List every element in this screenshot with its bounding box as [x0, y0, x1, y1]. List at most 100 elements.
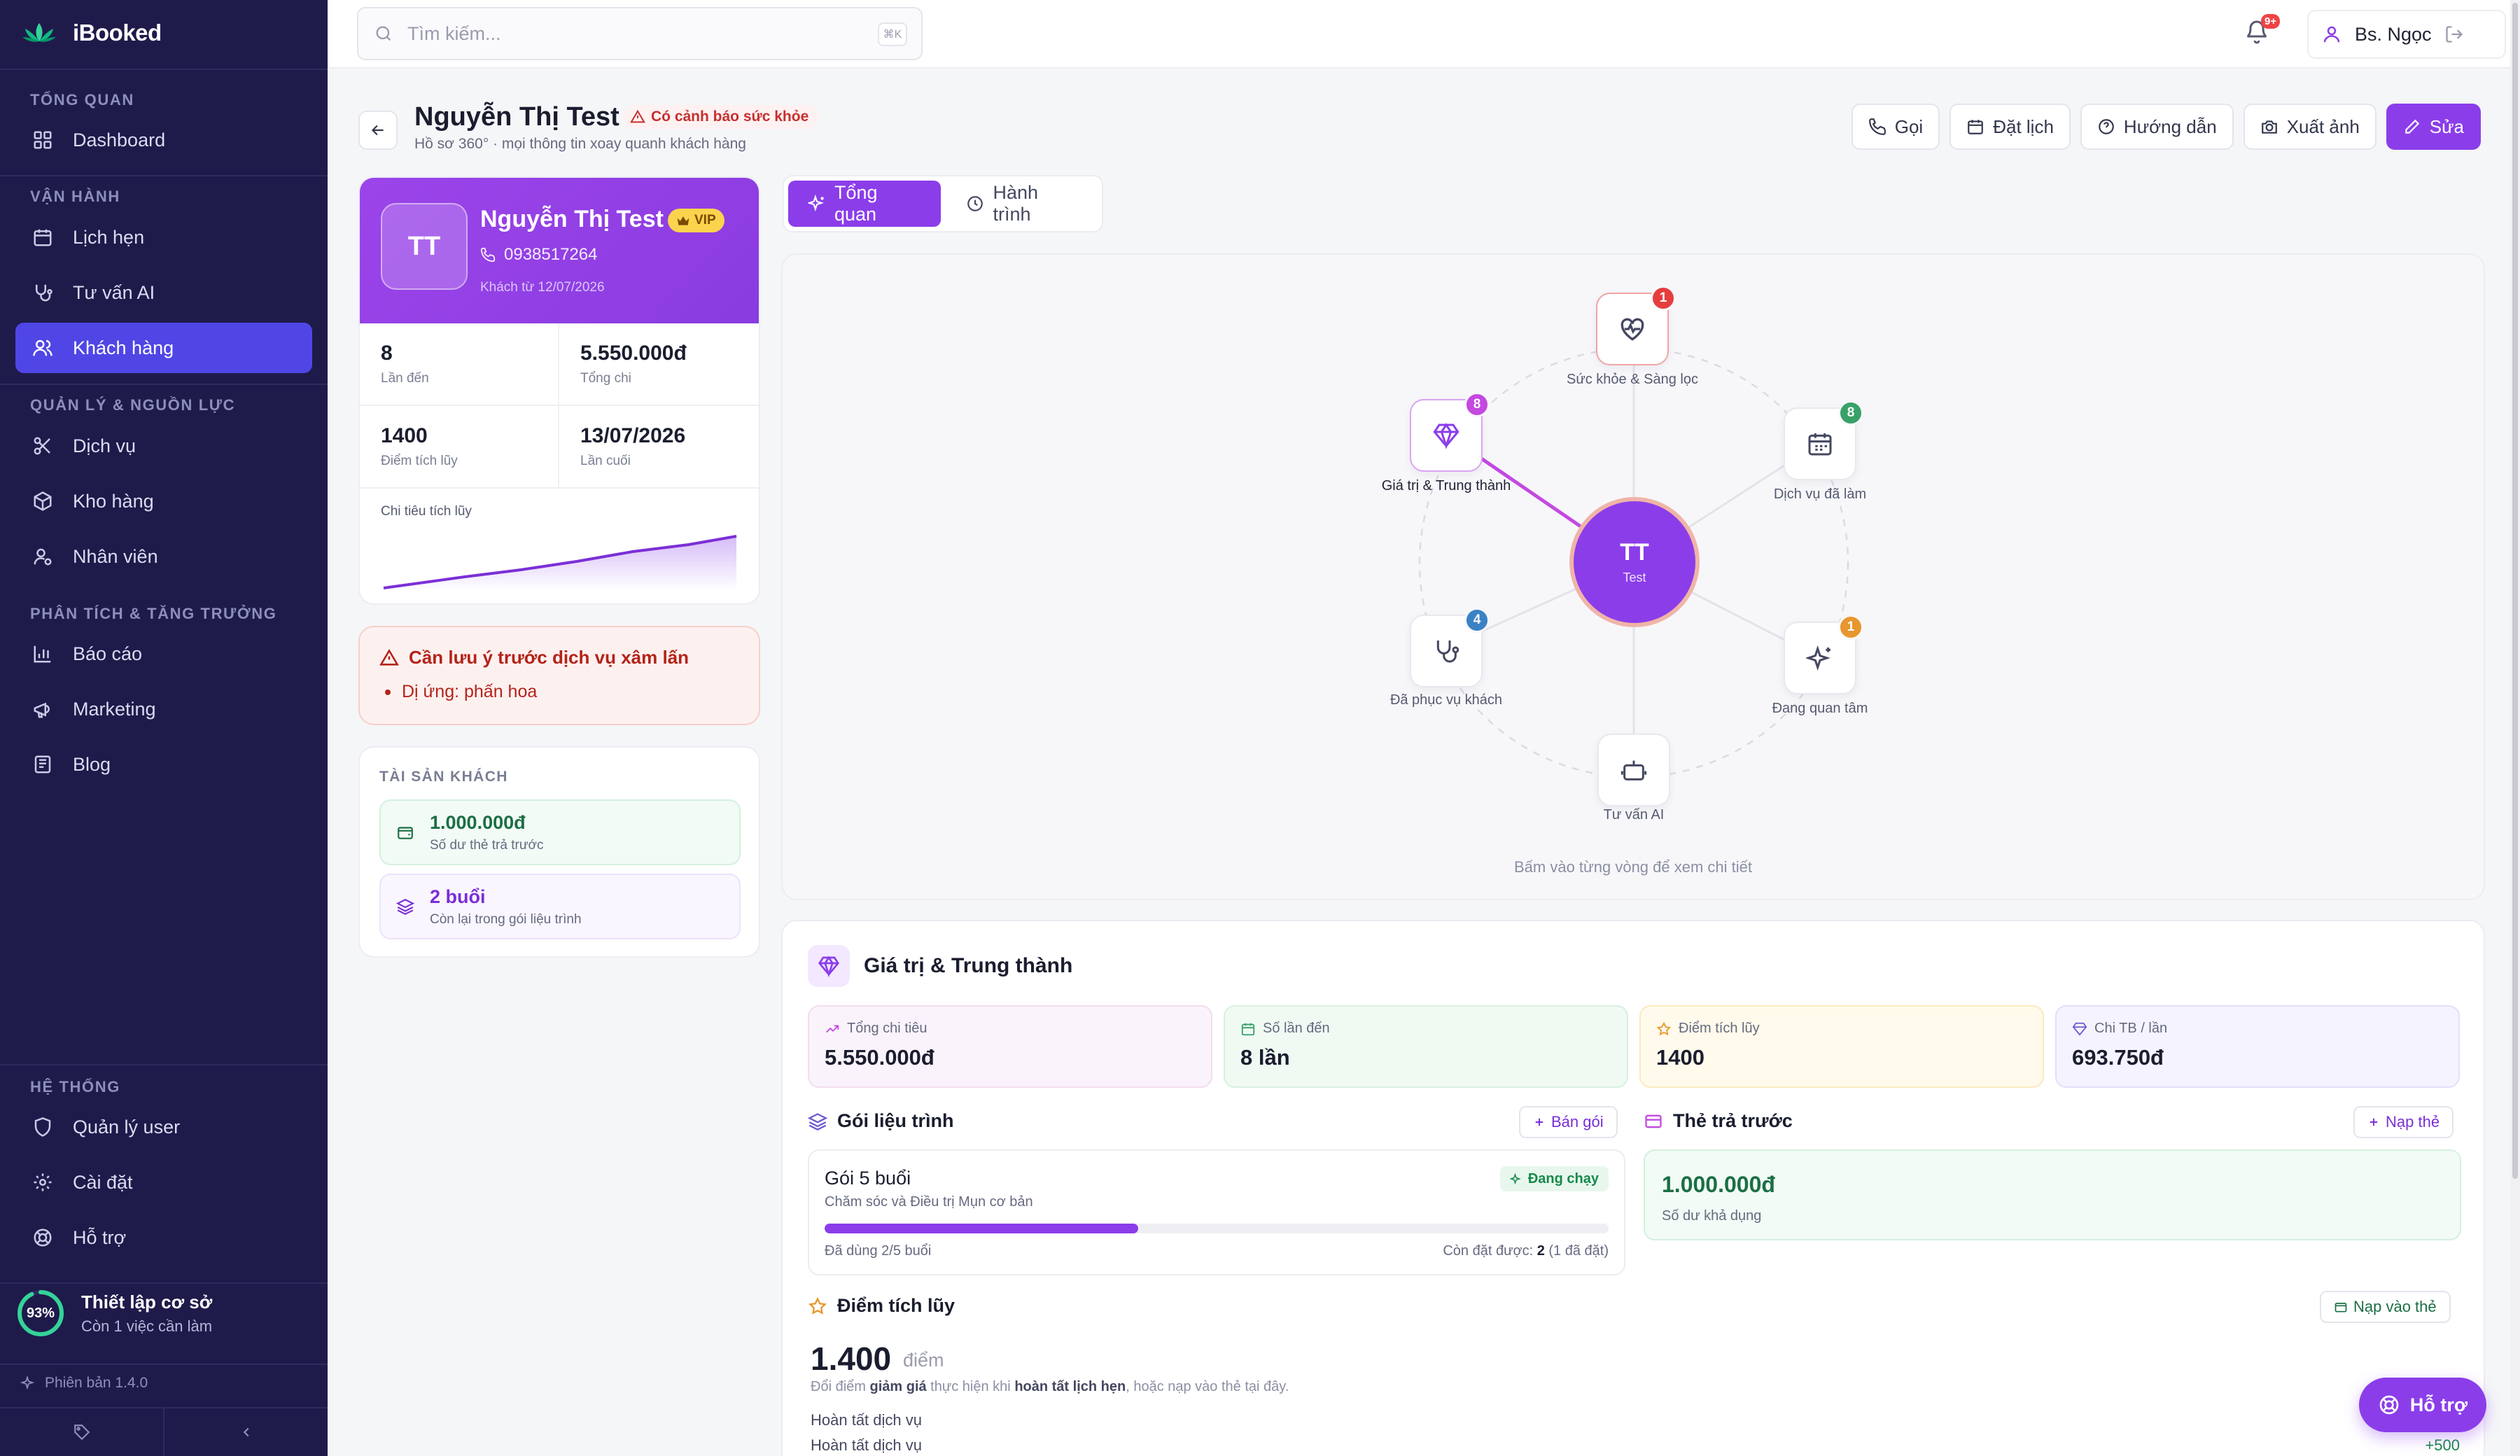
sidebar-item-marketing[interactable]: Marketing — [15, 684, 312, 734]
asset-prepaid[interactable]: 1.000.000đ Số dư thẻ trả trước — [379, 799, 741, 865]
search-icon — [374, 24, 393, 43]
prepaid-card[interactable]: 1.000.000đ Số dư khả dụng — [1644, 1149, 2461, 1240]
prepaid-section-title: Thẻ trả trước — [1644, 1110, 1793, 1132]
kpi-avg-spend: Chi TB / lần 693.750đ — [2055, 1005, 2460, 1088]
tag-icon[interactable] — [0, 1408, 164, 1456]
edit-button[interactable]: Sửa — [2386, 104, 2481, 150]
version-label: Phiên bản 1.4.0 — [20, 1375, 148, 1392]
asset-sessions[interactable]: 2 buổi Còn lại trong gói liệu trình — [379, 874, 741, 939]
search-box[interactable]: ⌘K — [357, 7, 923, 60]
customer-phone[interactable]: 0938517264 — [480, 245, 597, 265]
sidebar-item-settings[interactable]: Cài đặt — [15, 1157, 312, 1208]
node-services[interactable]: 8 — [1784, 400, 1863, 480]
calendar-icon — [31, 225, 55, 249]
asset-label: Số dư thẻ trả trước — [430, 837, 544, 853]
warning-triangle-icon — [630, 109, 645, 125]
tab-label: Hành trình — [993, 182, 1039, 225]
sidebar-item-ai-consult[interactable]: Tư vấn AI — [15, 267, 312, 318]
notifications-button[interactable]: 9+ — [2244, 14, 2281, 49]
page-title: Nguyễn Thị Test — [414, 102, 620, 132]
sparkles-icon — [808, 195, 826, 213]
node-interest[interactable]: 1 — [1784, 615, 1863, 694]
sidebar-item-services[interactable]: Dịch vụ — [15, 421, 312, 471]
brand[interactable]: iBooked — [21, 18, 162, 48]
sidebar-item-dashboard[interactable]: Dashboard — [15, 115, 312, 165]
book-label: Đặt lịch — [1993, 115, 2054, 137]
user-menu[interactable]: Bs. Ngọc — [2307, 10, 2506, 59]
sidebar-item-user-admin[interactable]: Quản lý user — [15, 1102, 312, 1152]
sidebar-item-blog[interactable]: Blog — [15, 739, 312, 790]
sparkles-icon — [1509, 1172, 1522, 1185]
package-card[interactable]: Gói 5 buổi Chăm sóc và Điều trị Mụn cơ b… — [808, 1149, 1625, 1275]
book-appointment-button[interactable]: Đặt lịch — [1949, 104, 2071, 150]
back-button[interactable] — [358, 111, 398, 150]
stat-label: Tổng chi — [580, 371, 631, 386]
calendar-check-icon — [1806, 430, 1834, 458]
kpi-label: Điểm tích lũy — [1679, 1021, 1760, 1036]
guide-button[interactable]: Hướng dẫn — [2080, 104, 2234, 150]
sidebar-item-inventory[interactable]: Kho hàng — [15, 476, 312, 526]
note-text: thực hiện khi — [926, 1379, 1015, 1394]
page-scrollbar[interactable] — [2510, 0, 2520, 1456]
section-title: Thẻ trả trước — [1673, 1110, 1793, 1131]
points-history-item: Hoàn tất dịch vụ — [811, 1411, 922, 1429]
node-loyalty[interactable]: 8 — [1410, 392, 1490, 472]
sidebar-item-label: Kho hàng — [73, 490, 154, 512]
points-to-card-button[interactable]: Nạp vào thẻ — [2320, 1291, 2451, 1323]
sidebar-item-appointments[interactable]: Lịch hẹn — [15, 212, 312, 262]
collapse-sidebar-icon[interactable] — [164, 1408, 328, 1456]
sidebar-item-label: Dashboard — [73, 129, 166, 150]
node-label: Dịch vụ đã làm — [1773, 486, 1867, 502]
setup-progress[interactable]: 93% Thiết lập cơ sở Còn 1 việc cần làm — [15, 1288, 212, 1338]
warning-text: Có cảnh báo sức khỏe — [651, 108, 809, 125]
logout-icon[interactable] — [2444, 24, 2464, 44]
prepaid-label: Số dư khả dụng — [1662, 1208, 1762, 1224]
divider — [0, 69, 328, 70]
scroll-thumb[interactable] — [2512, 3, 2518, 1179]
bell-icon — [2244, 18, 2272, 46]
lifebuoy-icon — [2378, 1394, 2400, 1416]
center-customer-node[interactable]: TT Test — [1569, 497, 1700, 627]
stat-last-visit: 13/07/2026 Lần cuối — [559, 406, 759, 489]
sidebar-item-customers[interactable]: Khách hàng — [15, 323, 312, 373]
pencil-icon — [2403, 118, 2421, 136]
progress-fill — [825, 1224, 1138, 1233]
sidebar-item-reports[interactable]: Báo cáo — [15, 629, 312, 679]
section-operations: VẬN HÀNH — [30, 188, 120, 205]
node-badge: 1 — [1838, 615, 1863, 640]
health-warning-badge: Có cảnh báo sức khỏe — [623, 105, 819, 129]
topup-card-button[interactable]: Nạp thẻ — [2353, 1106, 2454, 1138]
profile-card: TT Nguyễn Thị Test VIP 0938517264 Khách … — [358, 176, 760, 605]
button-label: Nạp vào thẻ — [2353, 1298, 2437, 1315]
kpi-label: Chi TB / lần — [2094, 1021, 2168, 1036]
setup-subtitle: Còn 1 việc cần làm — [81, 1317, 213, 1335]
diamond-icon — [2072, 1021, 2087, 1037]
call-button[interactable]: Gọi — [1851, 104, 1940, 150]
node-ai[interactable] — [1597, 734, 1670, 806]
stat-value: 1400 — [381, 424, 428, 447]
sidebar-item-staff[interactable]: Nhân viên — [15, 531, 312, 582]
sell-package-button[interactable]: Bán gói — [1519, 1106, 1618, 1138]
search-input[interactable] — [407, 22, 855, 45]
node-health[interactable]: 1 — [1596, 286, 1676, 365]
points-unit: điểm — [903, 1350, 944, 1371]
clock-icon — [966, 195, 984, 213]
section-title: Gói liệu trình — [837, 1110, 954, 1131]
vip-badge: VIP — [668, 209, 724, 232]
support-fab-button[interactable]: Hỗ trợ — [2359, 1378, 2486, 1432]
sidebar-item-support[interactable]: Hỗ trợ — [15, 1212, 312, 1263]
shortcut-hint: ⌘K — [878, 22, 907, 46]
bullet — [385, 689, 391, 695]
topbar: ⌘K 9+ Bs. Ngọc — [328, 0, 2520, 69]
export-image-button[interactable]: Xuất ảnh — [2243, 104, 2376, 150]
users-icon — [31, 336, 55, 360]
node-served[interactable]: 4 — [1410, 608, 1490, 687]
tab-journey[interactable]: Hành trình — [946, 181, 1098, 227]
stat-label: Lần đến — [381, 371, 429, 386]
camera-icon — [2260, 118, 2278, 136]
credit-card-icon — [1644, 1112, 1663, 1131]
sidebar-item-label: Quản lý user — [73, 1116, 181, 1138]
profile-stats: 8 Lần đến 5.550.000đ Tổng chi 1400 Điểm tíc… — [360, 323, 759, 489]
tab-overview[interactable]: Tổng quan — [788, 181, 941, 227]
node-badge: 8 — [1464, 392, 1490, 417]
